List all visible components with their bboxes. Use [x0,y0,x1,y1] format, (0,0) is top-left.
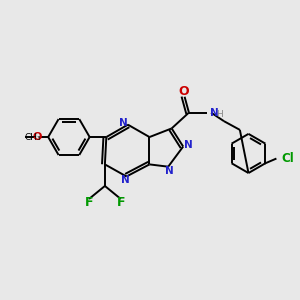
Text: O: O [179,85,189,98]
Text: O: O [33,132,42,142]
Text: N: N [165,166,174,176]
Text: Cl: Cl [282,152,295,165]
Text: CH₃: CH₃ [24,133,41,142]
Text: N: N [184,140,193,150]
Text: F: F [85,196,93,209]
Text: N: N [210,108,218,118]
Text: N: N [121,175,129,185]
Text: H: H [216,110,223,119]
Text: F: F [116,196,125,209]
Text: N: N [119,118,128,128]
